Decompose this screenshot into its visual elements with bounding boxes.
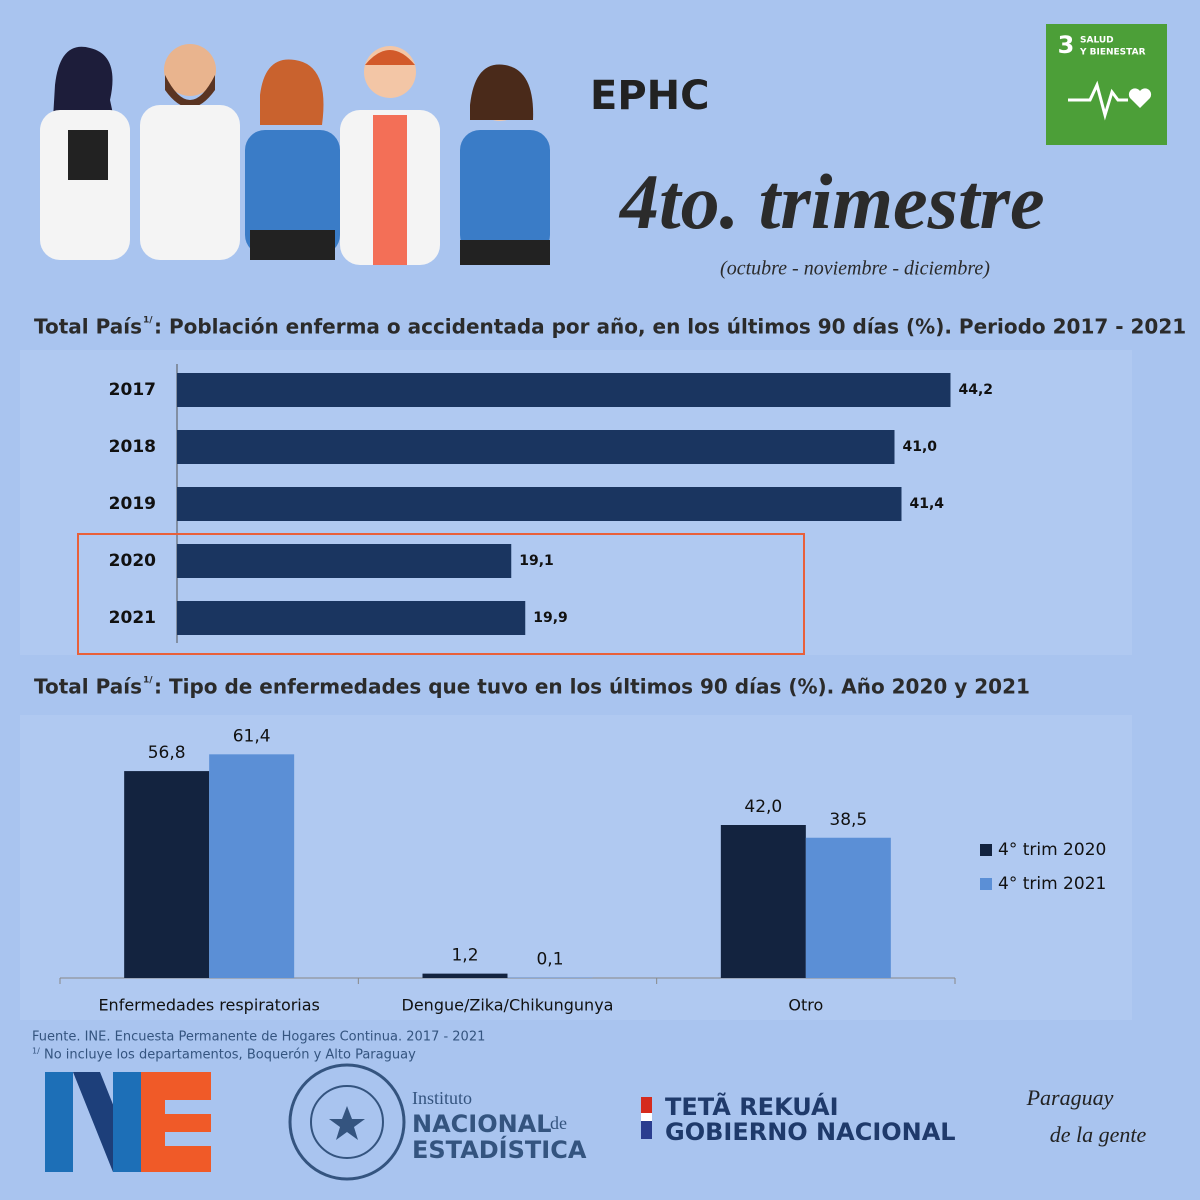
header-months: (octubre - noviembre - diciembre) bbox=[720, 258, 990, 280]
ine-name: NACIONAL bbox=[412, 1110, 552, 1138]
chart-title-sup: 1/ bbox=[143, 676, 153, 686]
bar bbox=[177, 487, 902, 521]
legend-label: 4° trim 2020 bbox=[998, 840, 1106, 860]
ine-name: ESTADÍSTICA bbox=[412, 1135, 587, 1164]
ine-logo bbox=[45, 1072, 211, 1172]
x-tick-label: Otro bbox=[788, 996, 823, 1015]
x-tick-label: Enfermedades respiratorias bbox=[98, 996, 319, 1015]
value-label: 42,0 bbox=[744, 797, 782, 817]
value-label: 19,1 bbox=[519, 553, 554, 569]
slogan: Paraguay bbox=[1026, 1085, 1114, 1110]
sdg-label: Y BIENESTAR bbox=[1079, 48, 1146, 58]
header-title: EPHC bbox=[590, 73, 709, 119]
bar bbox=[422, 973, 508, 978]
x-tick-label: Dengue/Zika/Chikungunya bbox=[402, 996, 614, 1015]
flag bbox=[641, 1113, 652, 1121]
legend-swatch bbox=[980, 844, 992, 856]
bar bbox=[124, 771, 210, 978]
illustration bbox=[40, 44, 550, 265]
bar bbox=[177, 544, 512, 578]
y-tick-label: 2019 bbox=[109, 494, 156, 514]
slogan: de la gente bbox=[1050, 1122, 1147, 1147]
chart-title: : Tipo de enfermedades que tuvo en los ú… bbox=[154, 675, 1030, 699]
flag bbox=[641, 1121, 652, 1139]
bar bbox=[209, 754, 295, 978]
note-mark: 1/ bbox=[32, 1047, 40, 1056]
chart-title: Total País bbox=[34, 315, 142, 339]
value-label: 56,8 bbox=[148, 743, 186, 763]
legend-label: 4° trim 2021 bbox=[998, 874, 1106, 894]
value-label: 1,2 bbox=[451, 946, 478, 966]
bar bbox=[720, 825, 806, 978]
gov-name: TETÃ REKUÁI bbox=[665, 1092, 839, 1121]
sdg-badge: 3 SALUD Y BIENESTAR bbox=[1046, 24, 1167, 145]
chart-title: Total País bbox=[34, 675, 142, 699]
note: No incluye los departamentos, Boquerón y… bbox=[44, 1048, 416, 1063]
bar bbox=[805, 837, 891, 978]
header-subtitle: 4to. trimestre bbox=[618, 158, 1045, 245]
bar bbox=[177, 373, 951, 407]
sdg-number: 3 bbox=[1058, 31, 1075, 59]
bar bbox=[177, 430, 895, 464]
y-tick-label: 2018 bbox=[109, 437, 156, 457]
sdg-label: SALUD bbox=[1080, 36, 1114, 46]
y-tick-label: 2021 bbox=[109, 608, 156, 628]
source: Fuente. INE. Encuesta Permanente de Hoga… bbox=[32, 1030, 485, 1045]
highlight-box bbox=[77, 533, 805, 655]
legend-swatch bbox=[980, 878, 992, 890]
ine-name: de bbox=[550, 1113, 567, 1133]
chart-title: : Población enferma o accidentada por añ… bbox=[154, 315, 1186, 339]
gov-name: GOBIERNO NACIONAL bbox=[665, 1118, 956, 1146]
value-label: 0,1 bbox=[536, 950, 563, 970]
value-label: 61,4 bbox=[233, 726, 271, 746]
value-label: 44,2 bbox=[959, 382, 994, 398]
footer: Fuente. INE. Encuesta Permanente de Hoga… bbox=[32, 1030, 1147, 1181]
value-label: 41,0 bbox=[903, 439, 938, 455]
seal bbox=[288, 1063, 406, 1181]
bar bbox=[177, 601, 526, 635]
value-label: 41,4 bbox=[910, 496, 945, 512]
flag bbox=[641, 1097, 652, 1113]
value-label: 38,5 bbox=[829, 810, 867, 830]
ine-name: Instituto bbox=[412, 1088, 472, 1108]
y-tick-label: 2017 bbox=[109, 380, 156, 400]
value-label: 19,9 bbox=[533, 610, 568, 626]
chart-title-sup: 1/ bbox=[143, 316, 153, 326]
y-tick-label: 2020 bbox=[109, 551, 156, 571]
